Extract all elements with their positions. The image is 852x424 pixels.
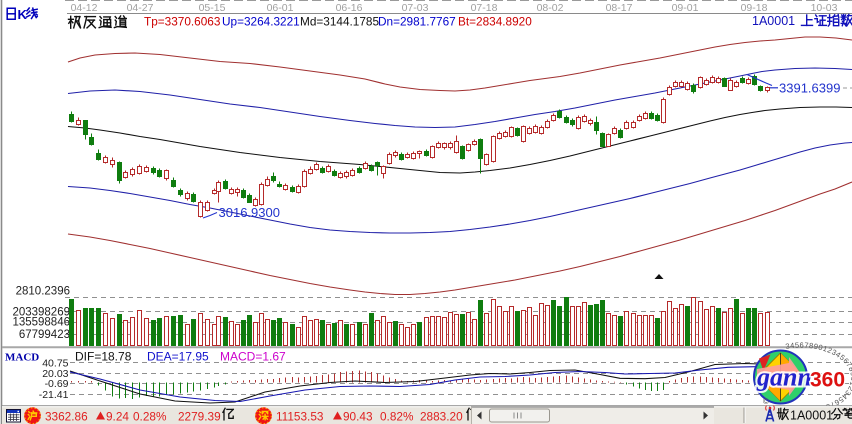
svg-text:Dn=2981.7767: Dn=2981.7767 (378, 15, 456, 29)
svg-text:9.24: 9.24 (106, 410, 129, 424)
svg-text:DEA=17.95: DEA=17.95 (147, 350, 209, 364)
svg-text:09-18: 09-18 (741, 2, 768, 14)
svg-text:DIF=18.78: DIF=18.78 (75, 350, 132, 364)
svg-text:360: 360 (810, 369, 845, 392)
svg-text:MACD=1.67: MACD=1.67 (220, 350, 286, 364)
svg-text:2810.2396: 2810.2396 (16, 286, 70, 298)
svg-text:06-01: 06-01 (267, 2, 294, 14)
svg-text:09-01: 09-01 (672, 2, 699, 14)
svg-text:Md=3144.1785: Md=3144.1785 (300, 15, 379, 29)
svg-text:3391.6399: 3391.6399 (779, 81, 840, 96)
svg-text:11153.53: 11153.53 (276, 410, 324, 424)
svg-text:07-18: 07-18 (471, 2, 498, 14)
svg-text:04-27: 04-27 (127, 2, 154, 14)
svg-text:0.82%: 0.82% (380, 410, 414, 424)
svg-text:gann: gann (756, 363, 812, 392)
svg-text:-0.69: -0.69 (45, 378, 69, 390)
svg-text:08-17: 08-17 (606, 2, 633, 14)
svg-text:Tp=3370.6063: Tp=3370.6063 (144, 15, 221, 29)
svg-text:Up=3264.3221: Up=3264.3221 (222, 15, 300, 29)
svg-text:40.75: 40.75 (42, 358, 68, 370)
svg-text:2279.39: 2279.39 (178, 410, 221, 424)
svg-text:360: 360 (810, 369, 845, 392)
svg-text:04-12: 04-12 (71, 2, 98, 14)
svg-text:1A0001: 1A0001 (790, 409, 833, 423)
svg-text:67799423: 67799423 (19, 329, 70, 341)
svg-text:Bt=2834.8920: Bt=2834.8920 (458, 15, 532, 29)
svg-text:3362.86: 3362.86 (45, 410, 88, 424)
svg-text:20.03: 20.03 (42, 368, 68, 380)
svg-text:3016.9300: 3016.9300 (219, 205, 280, 220)
svg-text:90.43: 90.43 (343, 410, 373, 424)
svg-text:07-03: 07-03 (402, 2, 429, 14)
svg-text:10-03: 10-03 (811, 2, 838, 14)
svg-text:05-15: 05-15 (199, 2, 226, 14)
svg-text:K: K (18, 7, 28, 22)
svg-text:2883.20: 2883.20 (420, 410, 463, 424)
svg-text:135598846: 135598846 (12, 317, 70, 329)
svg-text:©: © (763, 397, 769, 406)
svg-text:MACD: MACD (5, 352, 39, 364)
svg-text:0.28%: 0.28% (133, 410, 167, 424)
svg-text:203398269: 203398269 (12, 306, 70, 318)
svg-text:1A0001: 1A0001 (752, 14, 795, 28)
svg-text:06-16: 06-16 (336, 2, 363, 14)
svg-text:-21.41: -21.41 (39, 389, 69, 401)
svg-text:gann: gann (756, 363, 812, 392)
svg-text:08-02: 08-02 (537, 2, 564, 14)
